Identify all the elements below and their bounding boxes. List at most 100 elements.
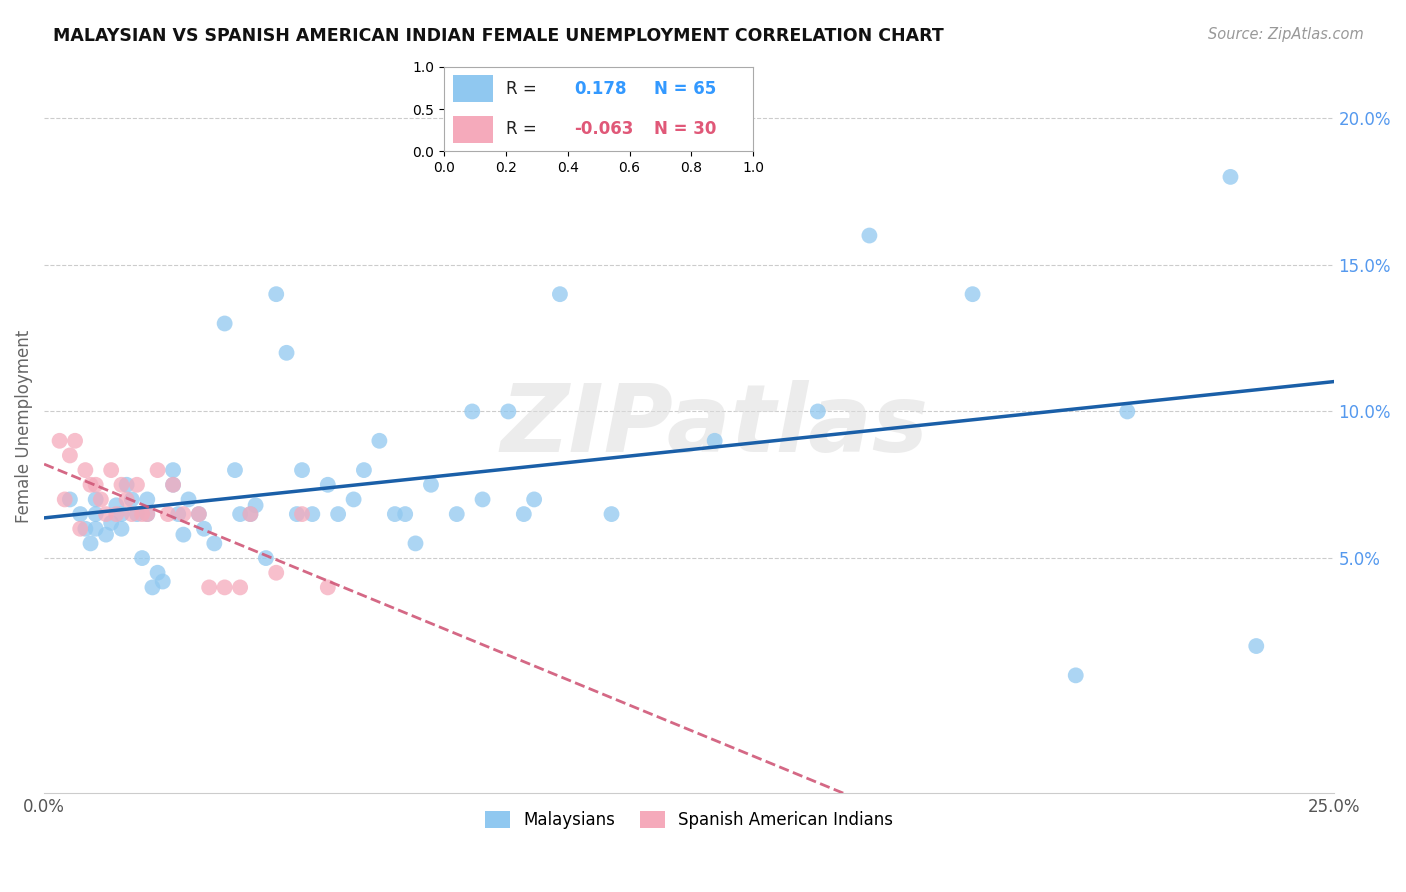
Point	[84, 507, 107, 521]
Point	[239, 507, 262, 521]
Point	[229, 581, 252, 595]
Point	[405, 536, 427, 550]
Point	[264, 287, 287, 301]
Point	[131, 551, 153, 566]
Point	[498, 404, 520, 418]
Point	[384, 507, 406, 521]
Point	[110, 507, 132, 521]
Point	[471, 492, 494, 507]
Point	[177, 492, 200, 507]
Point	[69, 522, 91, 536]
Point	[858, 228, 880, 243]
Point	[368, 434, 391, 448]
Point	[84, 492, 107, 507]
Point	[162, 477, 184, 491]
Point	[172, 507, 194, 521]
Point	[90, 492, 112, 507]
Point	[245, 498, 267, 512]
Point	[1246, 639, 1268, 653]
Point	[703, 434, 725, 448]
Point	[291, 463, 314, 477]
Point	[162, 463, 184, 477]
Point	[301, 507, 323, 521]
Text: MALAYSIAN VS SPANISH AMERICAN INDIAN FEMALE UNEMPLOYMENT CORRELATION CHART: MALAYSIAN VS SPANISH AMERICAN INDIAN FEM…	[53, 27, 945, 45]
Point	[115, 492, 138, 507]
Point	[1116, 404, 1139, 418]
Point	[600, 507, 623, 521]
Point	[214, 317, 236, 331]
Point	[136, 507, 159, 521]
Legend: Malaysians, Spanish American Indians: Malaysians, Spanish American Indians	[478, 804, 900, 836]
Point	[202, 536, 225, 550]
Point	[75, 463, 97, 477]
Point	[962, 287, 984, 301]
Point	[75, 522, 97, 536]
Point	[79, 477, 101, 491]
Point	[394, 507, 416, 521]
Point	[131, 507, 153, 521]
Point	[285, 507, 308, 521]
Point	[523, 492, 546, 507]
Point	[326, 507, 349, 521]
Y-axis label: Female Unemployment: Female Unemployment	[15, 329, 32, 523]
Point	[162, 477, 184, 491]
Point	[156, 507, 179, 521]
Point	[110, 477, 132, 491]
Point	[198, 581, 221, 595]
Point	[187, 507, 209, 521]
Point	[276, 346, 298, 360]
Point	[100, 463, 122, 477]
Point	[84, 522, 107, 536]
Point	[59, 492, 82, 507]
Point	[353, 463, 375, 477]
Point	[316, 581, 339, 595]
Point	[167, 507, 190, 521]
Point	[63, 434, 86, 448]
Point	[48, 434, 70, 448]
Point	[807, 404, 830, 418]
Point	[446, 507, 468, 521]
Point	[254, 551, 277, 566]
Point	[1064, 668, 1087, 682]
Point	[291, 507, 314, 521]
Point	[146, 463, 169, 477]
Point	[420, 477, 443, 491]
Point	[69, 507, 91, 521]
Point	[548, 287, 571, 301]
Point	[239, 507, 262, 521]
Point	[125, 477, 148, 491]
Text: ZIPatlas: ZIPatlas	[501, 380, 929, 472]
Point	[342, 492, 364, 507]
Point	[105, 507, 128, 521]
Point	[105, 498, 128, 512]
Point	[214, 581, 236, 595]
Point	[121, 507, 143, 521]
Point	[79, 536, 101, 550]
Point	[94, 507, 117, 521]
Point	[141, 581, 163, 595]
Point	[100, 516, 122, 530]
Point	[94, 527, 117, 541]
Point	[172, 527, 194, 541]
Point	[115, 477, 138, 491]
Point	[136, 507, 159, 521]
Point	[193, 522, 215, 536]
Point	[110, 522, 132, 536]
Point	[264, 566, 287, 580]
Point	[125, 507, 148, 521]
Point	[84, 477, 107, 491]
Point	[146, 566, 169, 580]
Point	[121, 492, 143, 507]
Point	[152, 574, 174, 589]
Point	[224, 463, 246, 477]
Point	[513, 507, 536, 521]
Point	[1219, 169, 1241, 184]
Point	[229, 507, 252, 521]
Point	[53, 492, 76, 507]
Text: Source: ZipAtlas.com: Source: ZipAtlas.com	[1208, 27, 1364, 42]
Point	[136, 492, 159, 507]
Point	[187, 507, 209, 521]
Point	[461, 404, 484, 418]
Point	[316, 477, 339, 491]
Point	[59, 449, 82, 463]
